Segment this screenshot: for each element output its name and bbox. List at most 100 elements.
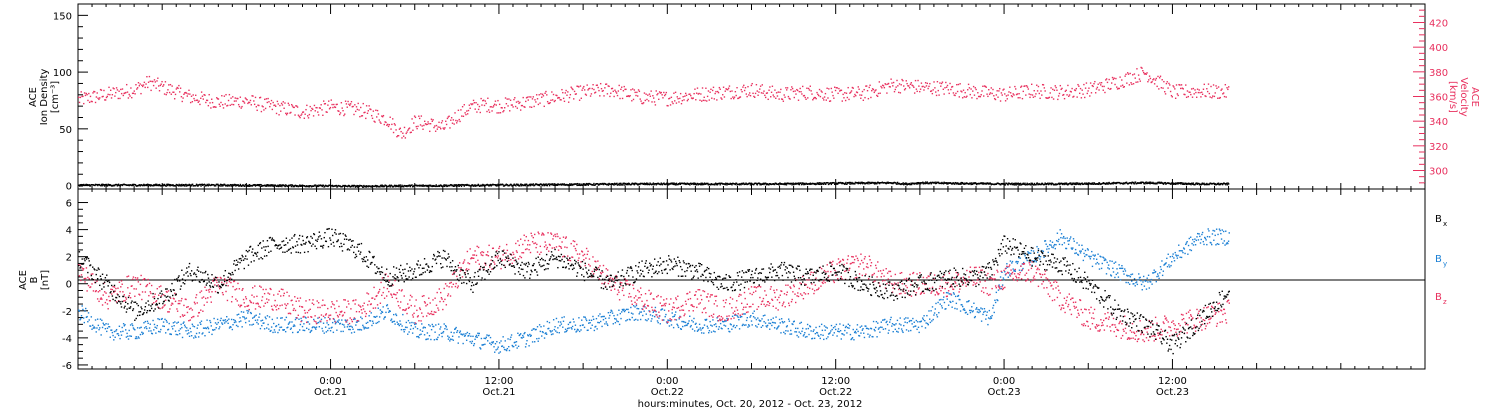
by-point (539, 330, 542, 333)
by-point (140, 326, 142, 329)
velocity-point (735, 94, 737, 97)
density-point (1040, 183, 1042, 186)
by-point (900, 328, 903, 330)
density-point (835, 183, 838, 185)
by-point (569, 321, 571, 324)
density-point (166, 183, 168, 186)
velocity-point (103, 89, 105, 92)
by-point (1070, 247, 1073, 249)
density-point (118, 184, 121, 186)
velocity-point (335, 103, 338, 106)
velocity-point (348, 103, 350, 105)
by-point (454, 328, 456, 330)
by-point (1055, 239, 1058, 242)
velocity-point (1125, 73, 1127, 76)
by-point (634, 306, 636, 308)
velocity-point (98, 98, 100, 101)
density-point (281, 185, 283, 188)
by-point (505, 349, 507, 351)
by-point (552, 333, 554, 335)
by-point (367, 321, 369, 324)
velocity-point (376, 109, 379, 112)
density-point (168, 184, 170, 187)
by-point (909, 319, 911, 322)
by-point (171, 325, 173, 328)
velocity-point (605, 83, 608, 85)
by-point (416, 335, 418, 338)
velocity-point (567, 101, 570, 103)
density-point (1184, 183, 1186, 185)
velocity-point (533, 105, 535, 108)
density-point (764, 182, 767, 184)
density-point (394, 184, 396, 187)
by-point (585, 319, 588, 322)
by-point (960, 304, 962, 306)
density-point (81, 185, 83, 187)
by-point (270, 329, 272, 332)
velocity-point (511, 104, 513, 106)
density-point (794, 182, 797, 184)
velocity-point (128, 93, 130, 96)
by-point (764, 322, 767, 324)
velocity-point (860, 97, 862, 99)
density-point (809, 183, 811, 186)
density-point (844, 183, 846, 185)
by-point (103, 324, 105, 326)
velocity-point (686, 99, 689, 102)
velocity-point (1177, 94, 1179, 97)
density-point (805, 182, 808, 185)
velocity-point (351, 106, 354, 108)
by-point (524, 331, 526, 334)
velocity-point (1050, 87, 1052, 89)
density-point (1224, 183, 1227, 185)
velocity-point (1054, 85, 1056, 87)
by-point (717, 328, 720, 330)
by-point (941, 307, 944, 309)
by-point (968, 300, 970, 302)
velocity-point (753, 95, 755, 98)
density-point (1070, 183, 1073, 186)
by-point (1020, 269, 1023, 272)
velocity-point (392, 118, 394, 120)
by-point (742, 323, 744, 326)
by-point (81, 305, 83, 307)
density-point (1088, 182, 1090, 184)
velocity-point (768, 89, 770, 91)
by-point (523, 332, 525, 335)
velocity-point (571, 87, 573, 90)
velocity-point (825, 99, 827, 101)
by-point (242, 316, 244, 318)
density-point (715, 182, 717, 184)
by-point (221, 322, 223, 324)
velocity-point (445, 120, 447, 122)
by-point (935, 302, 937, 305)
by-point (336, 329, 338, 331)
velocity-point (759, 85, 762, 87)
by-point (664, 315, 666, 318)
density-point (873, 183, 876, 185)
by-point (508, 345, 510, 348)
by-point (130, 335, 133, 337)
velocity-point (146, 76, 148, 78)
by-point (213, 317, 215, 320)
by-point (308, 328, 310, 331)
by-point (381, 310, 383, 313)
by-point (453, 332, 455, 334)
velocity-point (434, 130, 437, 132)
velocity-point (462, 115, 465, 118)
velocity-point (629, 95, 631, 97)
velocity-point (1150, 81, 1152, 84)
by-point (166, 321, 168, 323)
by-point (460, 333, 462, 335)
velocity-point (100, 89, 103, 91)
by-point (600, 316, 603, 318)
by-point (832, 334, 834, 336)
by-point (606, 324, 609, 327)
velocity-point (207, 104, 210, 107)
by-point (1036, 245, 1038, 248)
by-point (212, 329, 215, 331)
by-point (324, 326, 327, 328)
by-point (129, 335, 131, 337)
by-point (301, 320, 303, 322)
by-point (1115, 273, 1118, 276)
